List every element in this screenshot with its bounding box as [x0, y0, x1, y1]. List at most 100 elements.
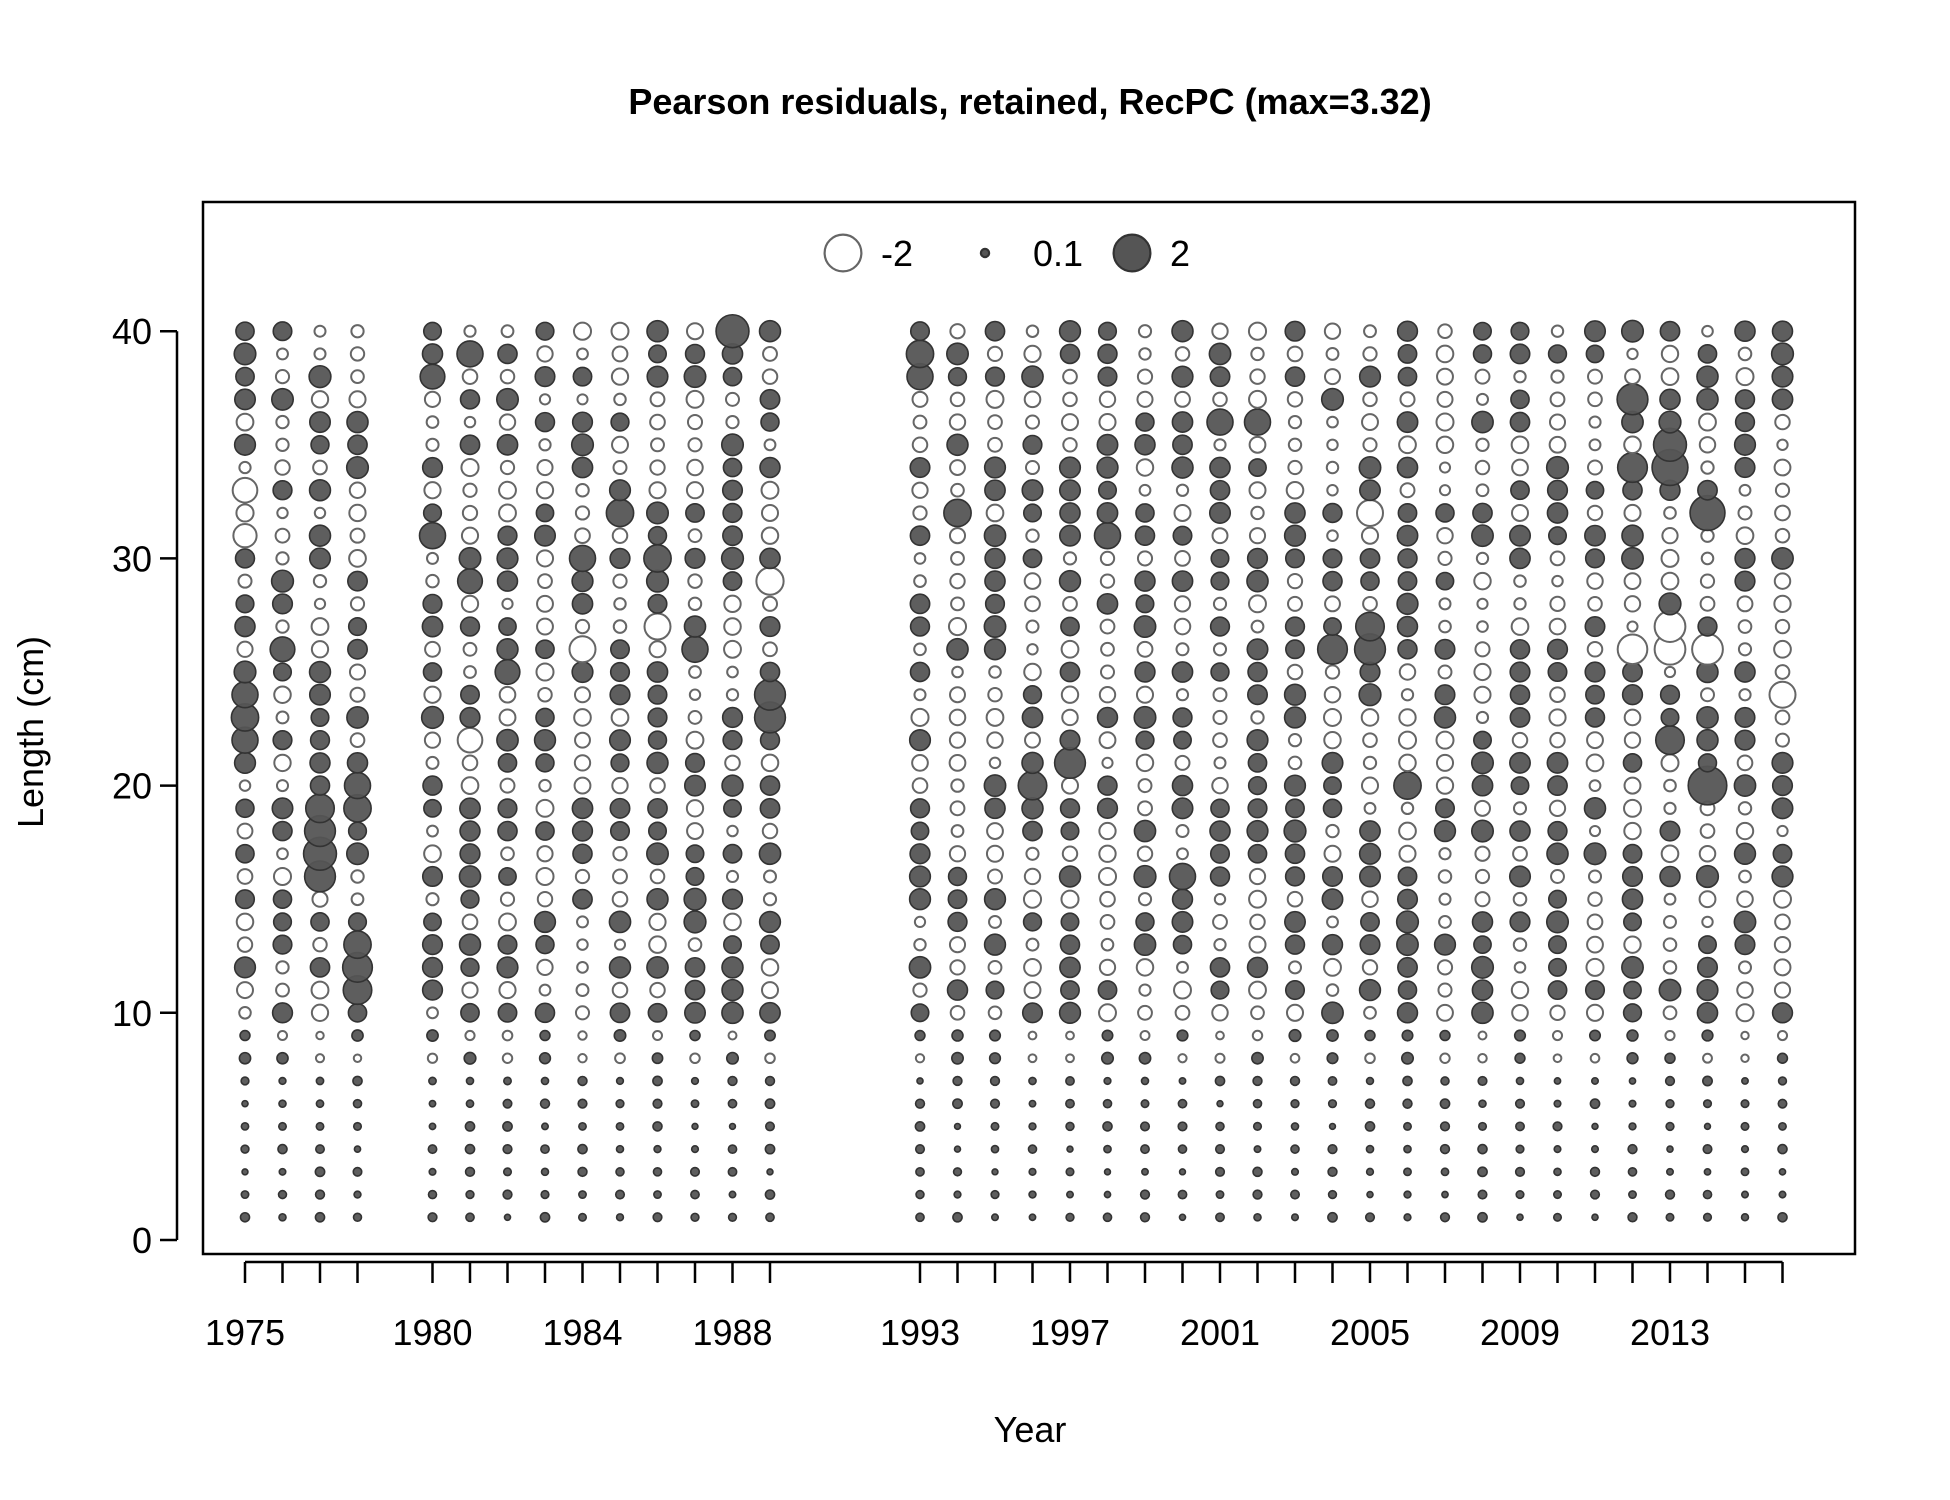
- residual-bubble: [1286, 345, 1304, 363]
- residual-bubble: [762, 345, 778, 362]
- residual-bubble: [1702, 1212, 1713, 1222]
- residual-bubble: [753, 678, 787, 711]
- residual-bubble: [1471, 410, 1494, 434]
- residual-bubble: [1548, 799, 1567, 817]
- residual-bubble: [1774, 913, 1791, 931]
- residual-bubble: [1702, 1099, 1713, 1109]
- residual-bubble: [949, 1004, 966, 1021]
- residual-bubble: [611, 981, 629, 999]
- residual-bubble: [419, 363, 446, 390]
- residual-bubble: [1212, 687, 1228, 703]
- residual-bubble: [647, 525, 668, 546]
- residual-bubble: [690, 1099, 700, 1109]
- residual-bubble: [989, 1098, 1001, 1109]
- residual-bubble: [1547, 935, 1568, 955]
- residual-bubble: [728, 1122, 737, 1131]
- residual-bubble: [1696, 706, 1719, 729]
- residual-bubble: [1474, 459, 1491, 476]
- residual-bubble: [535, 321, 555, 341]
- legend-symbol: [823, 233, 863, 273]
- residual-bubble: [648, 481, 667, 500]
- residual-bubble: [690, 1189, 700, 1200]
- residual-bubble: [309, 956, 331, 978]
- residual-bubble: [984, 320, 1006, 342]
- residual-bubble: [649, 981, 666, 999]
- residual-bubble: [1175, 642, 1190, 657]
- residual-bubble: [759, 797, 781, 819]
- residual-bubble: [1583, 842, 1607, 866]
- residual-bubble: [276, 1051, 289, 1065]
- residual-bubble: [1141, 1167, 1149, 1176]
- residual-bubble: [1475, 551, 1490, 566]
- residual-bubble: [349, 686, 366, 703]
- residual-bubble: [1252, 1166, 1263, 1178]
- residual-bubble: [684, 956, 706, 978]
- residual-bubble: [1547, 344, 1568, 364]
- residual-bubble: [236, 936, 254, 953]
- residual-bubble: [1475, 710, 1490, 725]
- residual-bubble: [459, 797, 481, 820]
- residual-bubble: [1734, 661, 1756, 683]
- residual-bubble: [1285, 639, 1305, 660]
- residual-bubble: [1136, 368, 1154, 385]
- residual-bubble: [983, 774, 1007, 798]
- residual-bubble: [576, 961, 589, 974]
- residual-bubble: [1065, 1212, 1075, 1222]
- residual-bubble: [574, 505, 591, 521]
- residual-bubble: [759, 547, 781, 570]
- residual-bubble: [236, 868, 254, 885]
- residual-bubble: [1284, 366, 1306, 387]
- residual-bubble: [235, 594, 255, 614]
- residual-bubble: [1248, 389, 1267, 409]
- residual-bubble: [1354, 611, 1386, 642]
- residual-bubble: [1326, 1029, 1339, 1042]
- residual-bubble: [1212, 391, 1228, 408]
- residual-bubble: [651, 1052, 664, 1065]
- residual-bubble: [1402, 1075, 1413, 1087]
- residual-bubble: [277, 1143, 288, 1155]
- residual-bubble: [1284, 843, 1306, 865]
- residual-bubble: [1028, 1099, 1037, 1108]
- residual-bubble: [1696, 365, 1719, 388]
- residual-bubble: [1099, 914, 1116, 930]
- residual-bubble: [347, 1002, 368, 1023]
- residual-bubble: [1509, 661, 1531, 683]
- residual-bubble: [1138, 983, 1152, 997]
- residual-bubble: [1628, 1190, 1637, 1200]
- residual-bubble: [1364, 1121, 1376, 1132]
- residual-bubble: [1173, 730, 1192, 750]
- residual-bubble: [348, 503, 367, 523]
- residual-bubble: [1397, 343, 1418, 364]
- residual-bubble: [983, 933, 1007, 956]
- residual-bubble: [271, 1002, 294, 1024]
- residual-bubble: [615, 1167, 625, 1177]
- residual-bubble: [1393, 771, 1422, 801]
- residual-bubble: [609, 1002, 631, 1024]
- residual-bubble: [1137, 324, 1153, 339]
- residual-bubble: [239, 1211, 251, 1223]
- residual-bubble: [1434, 798, 1456, 819]
- residual-bubble: [1666, 1167, 1674, 1176]
- residual-bubble: [1099, 550, 1116, 567]
- residual-bubble: [1248, 594, 1267, 614]
- residual-bubble: [241, 1168, 249, 1176]
- residual-bubble: [653, 1144, 662, 1154]
- residual-bubble: [983, 615, 1007, 639]
- residual-bubble: [1213, 938, 1227, 952]
- residual-bubble: [1735, 1003, 1755, 1023]
- residual-bubble: [1213, 438, 1227, 452]
- residual-bubble: [947, 889, 968, 910]
- residual-bubble: [1100, 937, 1115, 952]
- residual-bubble: [760, 958, 780, 977]
- residual-bubble: [351, 1029, 364, 1042]
- residual-bubble: [1321, 888, 1344, 911]
- residual-bubble: [312, 573, 328, 589]
- residual-bubble: [1771, 546, 1794, 570]
- residual-bubble: [1211, 322, 1229, 340]
- residual-bubble: [1135, 912, 1155, 932]
- residual-bubble: [759, 775, 781, 796]
- y-tick-label: 40: [112, 311, 152, 352]
- residual-bubble: [1737, 505, 1753, 521]
- residual-bubble: [725, 1051, 740, 1065]
- residual-bubble: [1174, 1004, 1191, 1021]
